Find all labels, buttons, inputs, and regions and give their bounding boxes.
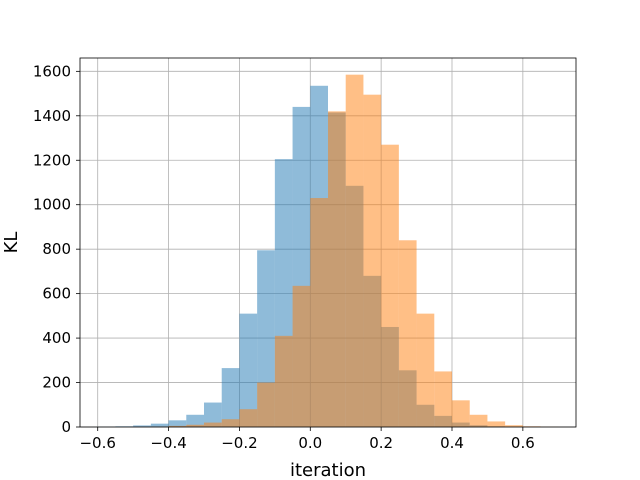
y-tick-label: 200: [42, 374, 71, 392]
x-tick-label: −0.2: [221, 434, 257, 452]
x-tick-label: 0.0: [298, 434, 322, 452]
y-tick-label: 1400: [33, 107, 71, 125]
histogram-bar: [328, 111, 346, 427]
y-tick-label: 600: [42, 285, 71, 303]
histogram-bar: [150, 423, 169, 427]
x-axis-label: iteration: [290, 460, 366, 480]
histogram-bar: [168, 420, 187, 427]
y-axis-label: KL: [1, 232, 22, 254]
x-tick-label: −0.4: [150, 434, 186, 452]
histogram-bar: [204, 422, 222, 427]
x-axis-ticks: −0.6 −0.4 −0.2 0.0 0.2 0.4 0.6: [79, 427, 535, 452]
plot-frame: [79, 57, 577, 428]
x-tick-label: 0.4: [440, 434, 464, 452]
histogram-bar: [186, 414, 204, 427]
histogram-bar: [186, 424, 204, 427]
histogram-bar: [381, 144, 399, 428]
histogram-bar: [257, 382, 275, 427]
histogram-bar: [452, 400, 470, 427]
histogram-bar: [239, 409, 258, 427]
y-tick-label: 1200: [33, 151, 71, 169]
histogram-bar: [310, 198, 328, 427]
histogram-bar: [239, 313, 258, 427]
histogram-bar: [204, 402, 222, 427]
y-tick-label: 400: [42, 329, 71, 347]
histogram-bar: [292, 285, 311, 427]
histogram-bar: [221, 368, 240, 427]
histogram-bar: [345, 74, 364, 427]
y-tick-label: 1000: [33, 196, 71, 214]
y-tick-label: 1600: [33, 62, 71, 80]
histogram-bar: [487, 421, 506, 427]
y-axis-ticks: 0 200 400 600 800 1000 1200 1400 1600: [33, 62, 80, 436]
histogram-bar: [505, 425, 523, 427]
y-tick-label: 0: [61, 418, 71, 436]
histogram-bar: [469, 414, 488, 427]
histogram-bar: [168, 425, 187, 427]
histogram-bar: [363, 94, 382, 428]
histogram-series-orange: [133, 74, 559, 428]
x-tick-label: 0.2: [369, 434, 393, 452]
histogram-bar: [274, 335, 293, 427]
y-tick-label: 800: [42, 240, 71, 258]
histogram-bar: [434, 371, 452, 427]
x-tick-label: 0.6: [511, 434, 535, 452]
histogram-bar: [133, 425, 151, 427]
x-tick-label: −0.6: [79, 434, 115, 452]
histogram-bar: [416, 313, 435, 427]
histogram-bar: [221, 419, 240, 427]
histogram-bar: [398, 240, 417, 427]
